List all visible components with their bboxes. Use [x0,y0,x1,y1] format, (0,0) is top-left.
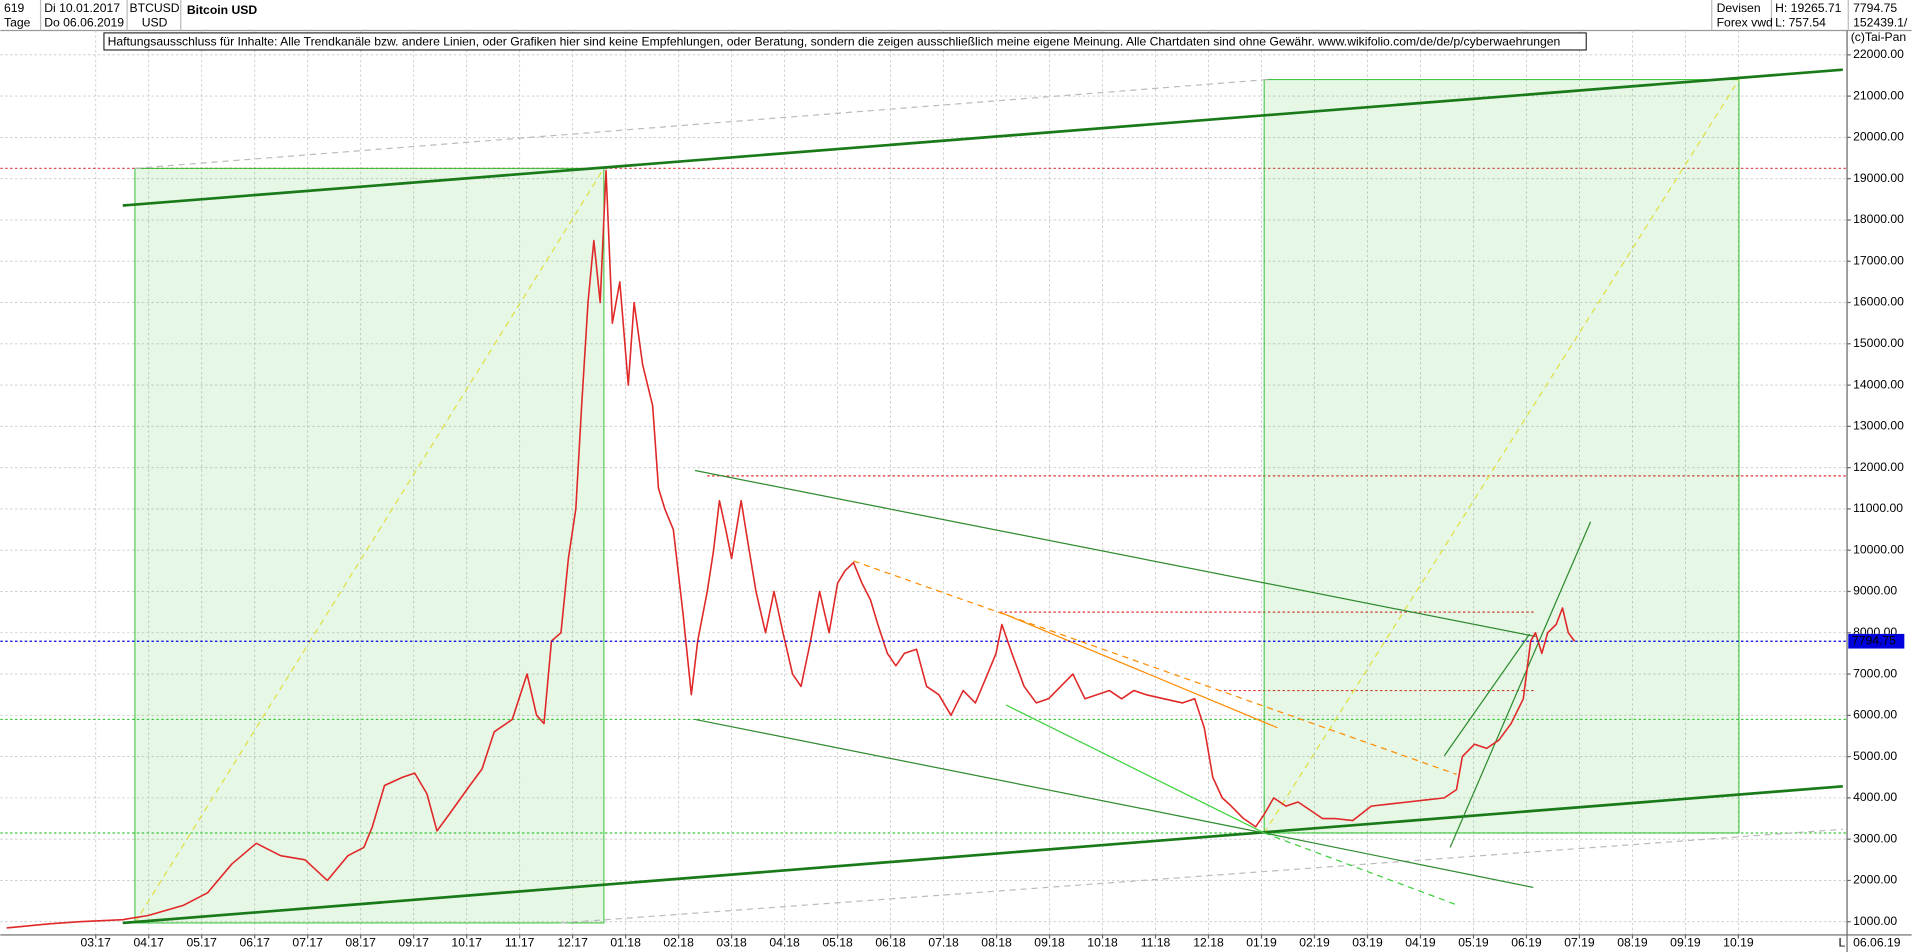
trend-line [853,560,1457,775]
x-tick-label: 03.17 [80,936,111,950]
y-tick-label: 19000.00 [1853,171,1904,185]
end-date: Do 06.06.2019 [44,15,124,29]
trend-line [694,469,1536,638]
y-tick-label: 3000.00 [1853,831,1897,845]
trend-line [1264,832,1534,889]
trend-line [122,68,1843,207]
plot-area [0,30,1848,935]
high: H: 19265.71 [1775,1,1842,15]
x-tick-label: 09.18 [1034,936,1065,950]
x-tick-label: 12.17 [557,936,588,950]
x-tick-label: 10.19 [1723,936,1754,950]
y-tick-label: 18000.00 [1853,212,1904,226]
y-tick-label: 2000.00 [1853,873,1897,887]
x-tick-label: 05.17 [186,936,217,950]
volume: 152439.1/ [1853,15,1908,29]
x-tick-label: 03.18 [716,936,747,950]
count[interactable]: 619 [4,1,25,15]
y-tick-label: 17000.00 [1853,253,1904,267]
copyright: (c)Tai-Pan [1851,30,1906,44]
y-tick-label: 6000.00 [1853,708,1897,722]
last-price-label: 7794.75 [1852,633,1896,647]
y-tick-label: 4000.00 [1853,790,1897,804]
x-tick-label: 05.19 [1458,936,1489,950]
y-tick-label: 21000.00 [1853,88,1904,102]
trend-line [1443,633,1531,757]
y-tick-label: 1000.00 [1853,914,1897,928]
disclaimer: Haftungsausschluss für Inhalte: Alle Tre… [108,34,1561,48]
x-tick-label: 07.19 [1564,936,1595,950]
mode: L [1839,936,1846,950]
source: Forex vwd [1717,15,1773,29]
x-tick-label: 01.19 [1246,936,1277,950]
currency: USD [142,15,168,29]
start-date: Di 10.01.2017 [44,1,120,15]
symbol: BTCUSD [130,1,180,15]
y-tick-label: 16000.00 [1853,295,1904,309]
x-tick-label: 02.18 [663,936,694,950]
x-tick-label: 06.17 [239,936,270,950]
x-tick-label: 06.19 [1511,936,1542,950]
x-tick-label: 10.18 [1087,936,1118,950]
y-tick-label: 15000.00 [1853,336,1904,350]
instrument-name: Bitcoin USD [187,3,258,17]
trend-line [1449,521,1592,848]
disclaimer-box [103,32,1587,51]
x-tick-label: 02.19 [1299,936,1330,950]
x-tick-label: 09.17 [398,936,429,950]
trend-line [122,784,1843,925]
last-price-box [1848,633,1905,649]
x-tick-label: 06.18 [875,936,906,950]
x-tick-label: 11.17 [505,936,535,950]
x-tick-label: 04.17 [133,936,164,950]
last: 7794.75 [1853,1,1897,15]
x-tick-label: 05.18 [822,936,853,950]
x-tick-label: 08.17 [345,936,376,950]
price-line [6,169,1576,929]
x-tick-label: 11.18 [1141,936,1171,950]
trend-line [134,78,1268,169]
x-tick-label: 12.18 [1193,936,1224,950]
x-tick-label: 10.17 [451,936,482,950]
y-tick-label: 14000.00 [1853,377,1904,391]
y-tick-label: 7000.00 [1853,666,1897,680]
y-tick-label: 13000.00 [1853,419,1904,433]
y-tick-label: 11000.00 [1853,501,1903,515]
trend-line [1263,832,1457,906]
low: L: 757.54 [1775,15,1826,29]
end-date-short: 06.06.19 [1853,936,1901,950]
x-tick-label: 09.19 [1670,936,1701,950]
trend-line [1263,79,1740,834]
period[interactable]: Tage [4,15,31,29]
x-tick-label: 07.17 [292,936,323,950]
x-tick-label: 03.19 [1352,936,1383,950]
trend-line [134,168,605,924]
y-tick-label: 22000.00 [1853,47,1904,61]
x-tick-label: 08.19 [1617,936,1648,950]
trend-line [1005,704,1265,834]
y-tick-label: 5000.00 [1853,749,1897,763]
y-tick-label: 12000.00 [1853,460,1904,474]
trend-line [694,718,1265,834]
header: 619 Tage Di 10.01.2017 Do 06.06.2019 BTC… [0,0,1912,32]
x-tick-label: 08.18 [981,936,1012,950]
market: Devisen [1717,1,1761,15]
y-tick-label: 10000.00 [1853,542,1904,556]
x-tick-label: 04.19 [1405,936,1436,950]
x-tick-label: 07.18 [928,936,959,950]
trend-line [999,611,1278,729]
x-tick-label: 01.18 [610,936,641,950]
y-tick-label: 9000.00 [1853,584,1897,598]
trend-line [560,828,1843,924]
y-tick-label: 20000.00 [1853,130,1904,144]
x-tick-label: 04.18 [769,936,800,950]
